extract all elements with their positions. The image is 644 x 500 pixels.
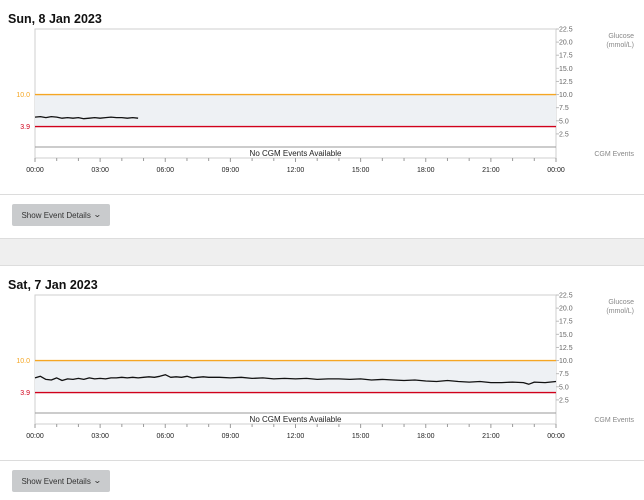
show-event-details-button[interactable]: Show Event Details ⌄ bbox=[12, 470, 110, 492]
plot-frame bbox=[34, 294, 557, 425]
x-tick-label: 06:00 bbox=[156, 433, 174, 440]
day-title: Sun, 8 Jan 2023 bbox=[8, 12, 102, 26]
y-tick-label: 17.5 bbox=[559, 53, 573, 60]
x-tick-label: 09:00 bbox=[222, 167, 240, 174]
glucose-chart: 10.0 3.9 22.5 20.0 17.5 15.0 12.5 10.0 7.5 5.0 2.5… bbox=[16, 27, 634, 175]
y-tick-label: 20.0 bbox=[559, 40, 573, 47]
day-panel-sun-8-jan: Sun, 8 Jan 2023 10.0 3.9 22.5 20.0 17.5 15.0 1… bbox=[0, 0, 644, 238]
y-tick-label: 10.0 bbox=[559, 92, 573, 99]
x-tick-label: 18:00 bbox=[417, 167, 435, 174]
x-tick-label: 06:00 bbox=[156, 167, 174, 174]
x-tick-label: 21:00 bbox=[482, 433, 500, 440]
no-events-text: No CGM Events Available bbox=[250, 149, 342, 158]
y-tick-label: 2.5 bbox=[559, 397, 569, 404]
y-tick-label: 22.5 bbox=[559, 293, 573, 300]
y-axis-title: Glucose bbox=[608, 33, 634, 40]
cgm-events-label: CGM Events bbox=[594, 417, 634, 424]
y-tick-label: 12.5 bbox=[559, 79, 573, 86]
x-tick-label: 12:00 bbox=[287, 167, 305, 174]
y-tick-label: 5.0 bbox=[559, 384, 569, 391]
glucose-series-line bbox=[34, 115, 139, 120]
x-tick-label: 21:00 bbox=[482, 167, 500, 174]
x-tick-label: 00:00 bbox=[26, 167, 44, 174]
x-tick-label: 03:00 bbox=[91, 433, 109, 440]
y-tick-label: 7.5 bbox=[559, 105, 569, 112]
chevron-down-icon: ⌄ bbox=[92, 210, 102, 219]
target-high-label: 10.0 bbox=[16, 358, 30, 365]
x-tick-label: 00:00 bbox=[547, 433, 565, 440]
y-tick-label: 17.5 bbox=[559, 319, 573, 326]
x-tick-label: 18:00 bbox=[417, 433, 435, 440]
x-tick-label: 00:00 bbox=[547, 167, 565, 174]
y-tick-label: 10.0 bbox=[559, 358, 573, 365]
x-tick-label: 00:00 bbox=[26, 433, 44, 440]
y-tick-label: 7.5 bbox=[559, 371, 569, 378]
y-axis-title: (mmol/L) bbox=[606, 308, 634, 315]
panel-separator bbox=[0, 238, 644, 266]
show-event-details-label: Show Event Details bbox=[21, 476, 91, 486]
y-tick-label: 20.0 bbox=[559, 306, 573, 313]
x-tick-label: 12:00 bbox=[287, 433, 305, 440]
cgm-events-label: CGM Events bbox=[594, 151, 634, 158]
target-low-label: 3.9 bbox=[20, 390, 30, 397]
x-tick-label: 03:00 bbox=[91, 167, 109, 174]
show-event-details-label: Show Event Details bbox=[21, 210, 91, 220]
y-tick-label: 15.0 bbox=[559, 332, 573, 339]
y-tick-label: 15.0 bbox=[559, 66, 573, 73]
target-high-label: 10.0 bbox=[16, 92, 30, 99]
y-tick-label: 22.5 bbox=[559, 27, 573, 34]
glucose-series-line bbox=[34, 374, 557, 385]
show-event-details-button[interactable]: Show Event Details ⌄ bbox=[12, 204, 110, 226]
target-low-label: 3.9 bbox=[20, 124, 30, 131]
chevron-down-icon: ⌄ bbox=[92, 476, 102, 485]
y-tick-label: 5.0 bbox=[559, 118, 569, 125]
x-tick-label: 09:00 bbox=[222, 433, 240, 440]
day-title: Sat, 7 Jan 2023 bbox=[8, 278, 98, 292]
y-tick-label: 2.5 bbox=[559, 131, 569, 138]
day-panel-sat-7-jan: Sat, 7 Jan 2023 10.0 3.9 22.5 20.0 17.5 15.0 1… bbox=[0, 266, 644, 500]
y-axis-title: Glucose bbox=[608, 299, 634, 306]
x-tick-label: 15:00 bbox=[352, 167, 370, 174]
plot-frame bbox=[34, 28, 557, 159]
divider bbox=[0, 194, 644, 195]
no-events-text: No CGM Events Available bbox=[250, 415, 342, 424]
target-range-band bbox=[35, 360, 556, 393]
y-tick-label: 12.5 bbox=[559, 345, 573, 352]
x-tick-label: 15:00 bbox=[352, 433, 370, 440]
target-range-band bbox=[35, 94, 556, 127]
y-axis-title: (mmol/L) bbox=[606, 42, 634, 49]
glucose-chart: 10.0 3.9 22.5 20.0 17.5 15.0 12.5 10.0 7.5 5.0 2.5… bbox=[16, 293, 634, 441]
divider bbox=[0, 460, 644, 461]
